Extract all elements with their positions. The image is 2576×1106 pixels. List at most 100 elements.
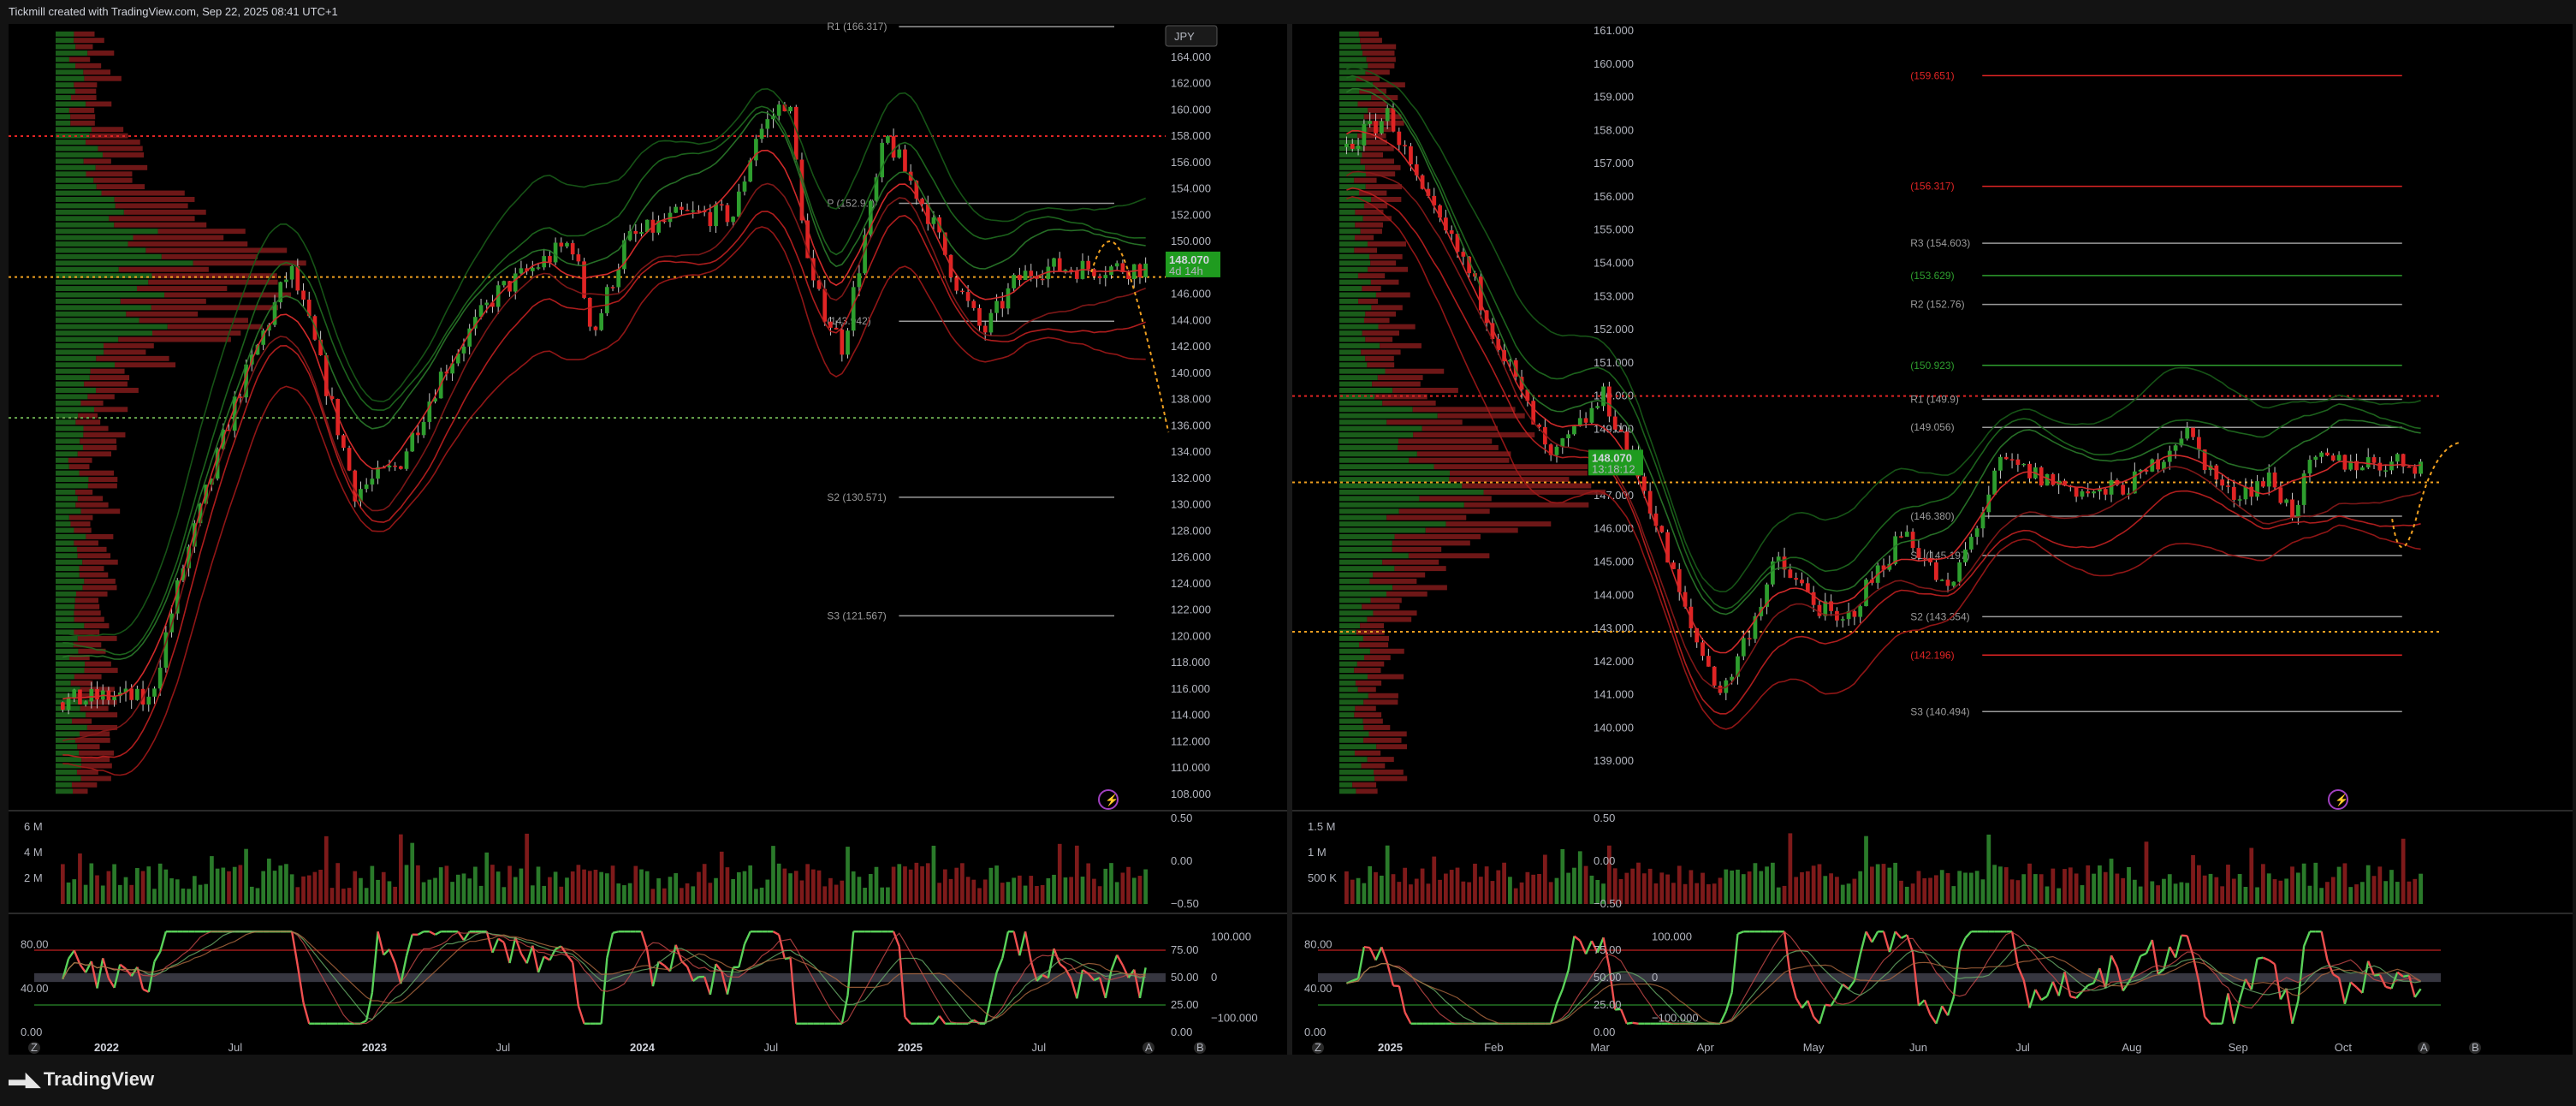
forecast-path: [1090, 240, 1170, 433]
volume-bar: [1747, 871, 1752, 904]
candle-body: [2395, 454, 2400, 462]
profile-bar-buy: [1339, 470, 1451, 476]
rsi-segment: [2022, 979, 2031, 1008]
candle-body: [633, 230, 638, 235]
volume-bar: [2413, 878, 2418, 904]
rsi-segment: [1946, 996, 1956, 1016]
rsi-segment: [1615, 1008, 1622, 1011]
rsi-segment: [2407, 975, 2416, 998]
volume-bar: [1000, 883, 1005, 904]
volume-bar: [267, 859, 271, 904]
time-axis[interactable]: 2025 Feb Mar Apr May Jun Jul Aug Sep Oct: [1378, 1041, 2352, 1054]
rsi-segment: [892, 931, 900, 947]
auto-scale-button[interactable]: [2418, 1042, 2430, 1054]
rsi-segment: [119, 963, 127, 970]
price-axis[interactable]: 164.000162.000160.000158.000156.000154.0…: [1171, 51, 1211, 800]
profile-bar-buy: [56, 444, 83, 450]
candle-body: [994, 300, 999, 313]
candle-body: [1566, 434, 1571, 438]
scale-b-button[interactable]: [2469, 1042, 2481, 1054]
candle-body: [244, 364, 248, 398]
time-tick-label: 2024: [630, 1041, 656, 1054]
candle-body: [175, 580, 180, 614]
charts-canvas[interactable]: 164.000162.000160.000158.000156.000154.0…: [0, 0, 2576, 1055]
profile-bar-sell: [103, 342, 154, 348]
candle-body: [1374, 121, 1378, 134]
candle-body: [289, 265, 294, 280]
volume-bar: [587, 871, 592, 904]
profile-bar-buy: [56, 680, 71, 686]
profile-bar-buy: [56, 635, 78, 641]
candle: [1403, 140, 1408, 155]
volume-bar: [1063, 877, 1068, 904]
volume-bar: [1701, 872, 1705, 904]
rsi-segment: [130, 966, 139, 977]
tradingview-brand[interactable]: ▬◣ TradingView: [9, 1068, 154, 1091]
profile-bar-sell: [1362, 146, 1394, 152]
candle: [135, 685, 139, 701]
profile-bar-buy: [1339, 598, 1371, 604]
candle-body: [1858, 606, 1863, 617]
rsi-segment: [1724, 992, 1733, 1012]
auto-scale-label: A: [1145, 1041, 1153, 1054]
rsi-right-tick-label: 75.00: [1171, 943, 1199, 956]
price-tick-label: 160.000: [1594, 57, 1634, 70]
volume-bar: [1443, 873, 1448, 904]
alerts-lightning-icon[interactable]: [2328, 789, 2348, 810]
rsi-segment: [1789, 975, 1797, 999]
pivot-label: (149.056): [1910, 421, 1954, 433]
candle: [1998, 454, 2003, 479]
zoom-z-button[interactable]: [28, 1042, 40, 1054]
profile-bar-sell: [1371, 305, 1403, 311]
candle: [2009, 453, 2015, 469]
candle-body: [359, 489, 363, 502]
candle-body: [1531, 401, 1536, 425]
candle-body: [1659, 526, 1665, 532]
rsi-segment: [1386, 963, 1395, 986]
profile-bar-sell: [1463, 502, 1589, 508]
candle-body: [1641, 476, 1647, 491]
volume-bar: [1934, 875, 1938, 904]
profile-bar-sell: [74, 616, 104, 622]
candle: [754, 134, 758, 167]
candle-body: [198, 503, 203, 524]
volume-bar: [2033, 874, 2038, 904]
rsi-segment: [1561, 970, 1570, 990]
candle-body: [874, 177, 879, 201]
time-tick-label: Jul: [496, 1041, 511, 1054]
candle: [1957, 559, 1962, 586]
profile-bar-buy: [1339, 222, 1356, 228]
profile-bar-sell: [1371, 197, 1402, 202]
auto-scale-button[interactable]: [1143, 1042, 1154, 1054]
panel-divider[interactable]: [1287, 24, 1292, 1055]
candle: [353, 469, 358, 508]
candle: [662, 213, 667, 224]
left-chart-panel[interactable]: 164.000162.000160.000158.000156.000154.0…: [9, 21, 1287, 1055]
candle: [565, 241, 569, 249]
profile-bar-sell: [1398, 438, 1493, 444]
volume-bar: [948, 878, 953, 904]
candle-body: [748, 160, 753, 182]
profile-bar-sell: [1367, 362, 1395, 368]
currency-tag-bg[interactable]: [1165, 25, 1218, 47]
volume-bar: [490, 865, 495, 904]
time-tick-label: Jul: [1032, 1041, 1047, 1054]
alerts-lightning-icon[interactable]: [1098, 789, 1119, 810]
candle: [1040, 270, 1045, 286]
candle-body: [1957, 562, 1962, 582]
volume-bar: [335, 863, 341, 904]
zoom-z-button[interactable]: [1312, 1042, 1324, 1054]
profile-bar-buy: [56, 120, 71, 126]
profile-bar-buy: [1339, 635, 1363, 641]
profile-bar-buy: [1339, 457, 1410, 463]
time-axis[interactable]: 2022 Jul 2023 Jul 2024 Jul 2025 Jul: [94, 1041, 1046, 1054]
right-chart-panel[interactable]: 161.000160.000159.000158.000157.000156.0…: [1292, 24, 2573, 1055]
profile-bar-sell: [1363, 114, 1402, 120]
scale-b-button[interactable]: [1194, 1042, 1206, 1054]
rsi-tick-label: 80.00: [21, 938, 49, 951]
rsi-segment: [1918, 999, 1926, 1007]
volume-bar: [680, 888, 684, 904]
candle: [1794, 572, 1799, 586]
price-tick-label: 114.000: [1171, 709, 1210, 722]
rsi-segment: [96, 958, 104, 989]
